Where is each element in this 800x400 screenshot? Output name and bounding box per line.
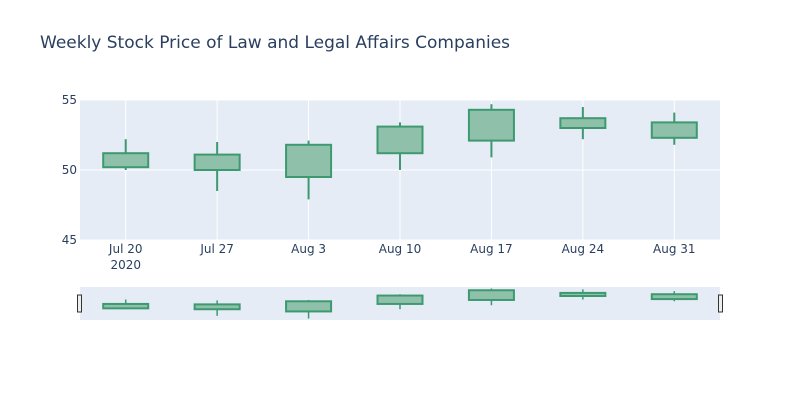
y-axis: 45 50 55 [62,93,77,247]
candle [102,139,150,170]
candle-body [285,143,333,179]
rangeslider-body [102,302,150,310]
candle-body [102,152,150,169]
x-tick-label: Jul 20 [108,242,143,256]
candle-body [650,121,698,139]
rangeslider-body [285,300,333,313]
y-tick-label: 50 [62,163,77,177]
candle-layer [102,104,698,200]
candle-body [559,117,607,129]
candle [193,142,241,191]
x-axis: Jul 20 2020 Jul 27 Aug 3 Aug 10 Aug 17 Aug 24 A… [108,242,696,272]
y-tick-label: 45 [62,233,77,247]
x-tick-label: Jul 27 [199,242,234,256]
rangeslider-candle [285,299,333,319]
x-tick-label: Aug 31 [653,242,696,256]
x-tick-label: Aug 10 [379,242,422,256]
x-tick-label: Aug 17 [470,242,513,256]
chart-title: Weekly Stock Price of Law and Legal Affa… [40,33,511,53]
rangeslider-candles [102,288,698,319]
x-tick-label: Aug 3 [291,242,326,256]
rangeslider-body [559,291,607,298]
candle [650,112,698,145]
candle [285,140,333,200]
x-tick-label: Aug 24 [562,242,605,256]
x-tick-sublabel: 2020 [110,258,141,272]
rangeslider-candle [559,289,607,300]
candle-body [467,108,515,142]
y-tick-label: 55 [62,93,77,107]
candle [376,122,424,170]
candle [559,107,607,140]
rangeslider-body [467,289,515,301]
rangeslider-candle [650,291,698,302]
rangeslider-candle [467,288,515,306]
rangeslider-body [650,293,698,301]
rangeslider-candle [193,300,241,316]
rangeslider-candle [376,294,424,310]
rangeslider-body [193,303,241,311]
candle-body [376,125,424,155]
candle [467,104,515,158]
rangeslider-candle [102,299,150,310]
rangeslider-right-handle[interactable] [718,294,723,313]
rangeslider-left-handle[interactable] [77,294,82,313]
rangeslider-body [376,294,424,305]
candle-body [193,153,241,172]
